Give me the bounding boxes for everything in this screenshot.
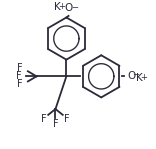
Text: K: K (54, 2, 60, 12)
Text: O: O (127, 71, 136, 81)
Text: F: F (16, 71, 21, 81)
Text: K: K (136, 73, 143, 83)
Text: +: + (58, 2, 65, 11)
Text: F: F (41, 114, 47, 124)
Text: −: − (132, 70, 139, 79)
Text: F: F (17, 79, 23, 89)
Text: O: O (64, 3, 73, 13)
Text: F: F (64, 114, 70, 124)
Text: −: − (71, 3, 78, 12)
Text: F: F (17, 63, 23, 73)
Text: +: + (141, 73, 147, 82)
Text: F: F (53, 119, 58, 129)
